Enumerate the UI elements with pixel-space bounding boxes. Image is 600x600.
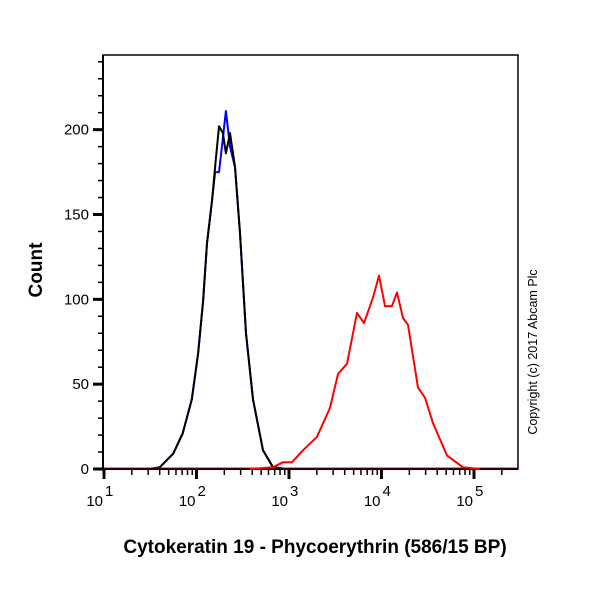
- x-tick-label: 10: [86, 493, 103, 510]
- y-axis-title: Count: [26, 242, 47, 298]
- x-tick-exponent: 1: [105, 483, 113, 500]
- series-group: [104, 110, 517, 470]
- y-tick-label: 150: [64, 206, 89, 223]
- plot-frame: [102, 54, 519, 470]
- copyright-annotation: Copyright (c) 2017 Abcam Plc: [526, 269, 540, 434]
- y-tick-label: 0: [81, 461, 89, 478]
- x-tick-exponent: 2: [198, 483, 206, 500]
- black-histogram-line: [149, 125, 288, 470]
- y-tick-label: 50: [72, 376, 89, 393]
- x-axis-title: Cytokeratin 19 - Phycoerythrin (586/15 B…: [123, 537, 506, 558]
- red-histogram-line: [249, 274, 481, 470]
- x-tick-exponent: 4: [383, 483, 391, 500]
- x-tick-label: 10: [364, 493, 381, 510]
- y-tick-label: 100: [64, 291, 89, 308]
- x-tick-label: 10: [179, 493, 196, 510]
- x-tick-label: 10: [271, 493, 288, 510]
- x-tick-exponent: 3: [290, 483, 298, 500]
- y-tick-label: 200: [64, 122, 89, 139]
- blue-histogram-line: [149, 110, 288, 470]
- x-tick-exponent: 5: [475, 483, 483, 500]
- x-tick-label: 10: [456, 493, 473, 510]
